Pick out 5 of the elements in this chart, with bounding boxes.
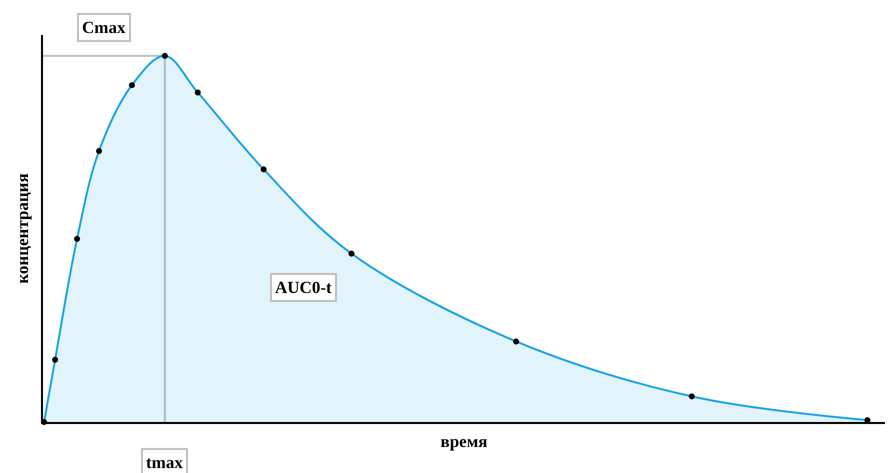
annotation: AUC0-t (275, 278, 332, 297)
x-axis-title: время (440, 432, 488, 451)
ref-line-label: Cmax (82, 18, 126, 37)
y-axis-title: концентрация (13, 173, 32, 284)
text: tmax (146, 453, 184, 472)
